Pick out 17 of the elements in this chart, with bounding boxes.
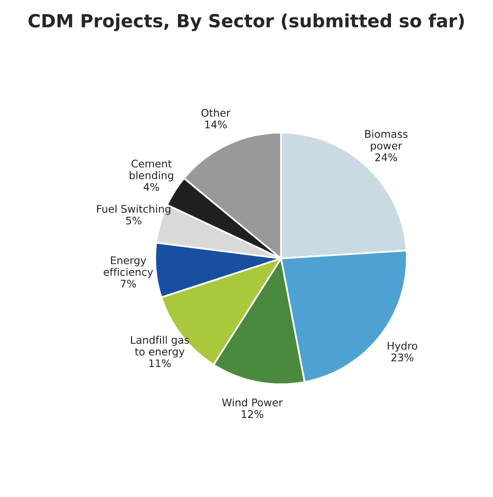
slice-label: Energy efficiency <box>104 256 153 278</box>
chart-title: CDM Projects, By Sector (submitted so far) <box>28 14 464 32</box>
slice-label: Wind Power <box>222 398 283 406</box>
slice-label: Biomass power <box>365 130 408 152</box>
slice-label: Landfill gas to energy <box>131 336 189 358</box>
data-label: 4% <box>144 183 160 191</box>
slice-label: Cement blending <box>130 160 174 182</box>
data-label: 24% <box>375 153 398 162</box>
data-label: 7% <box>120 280 136 288</box>
data-label: 5% <box>126 216 142 224</box>
data-label: 11% <box>149 359 171 368</box>
data-label: 14% <box>205 120 227 128</box>
data-label: 12% <box>242 410 264 418</box>
slice-label: Other <box>201 108 230 117</box>
slice-label: Fuel Switching <box>97 204 170 215</box>
slice-label: Hydro <box>388 342 418 352</box>
data-label: 23% <box>391 353 414 362</box>
